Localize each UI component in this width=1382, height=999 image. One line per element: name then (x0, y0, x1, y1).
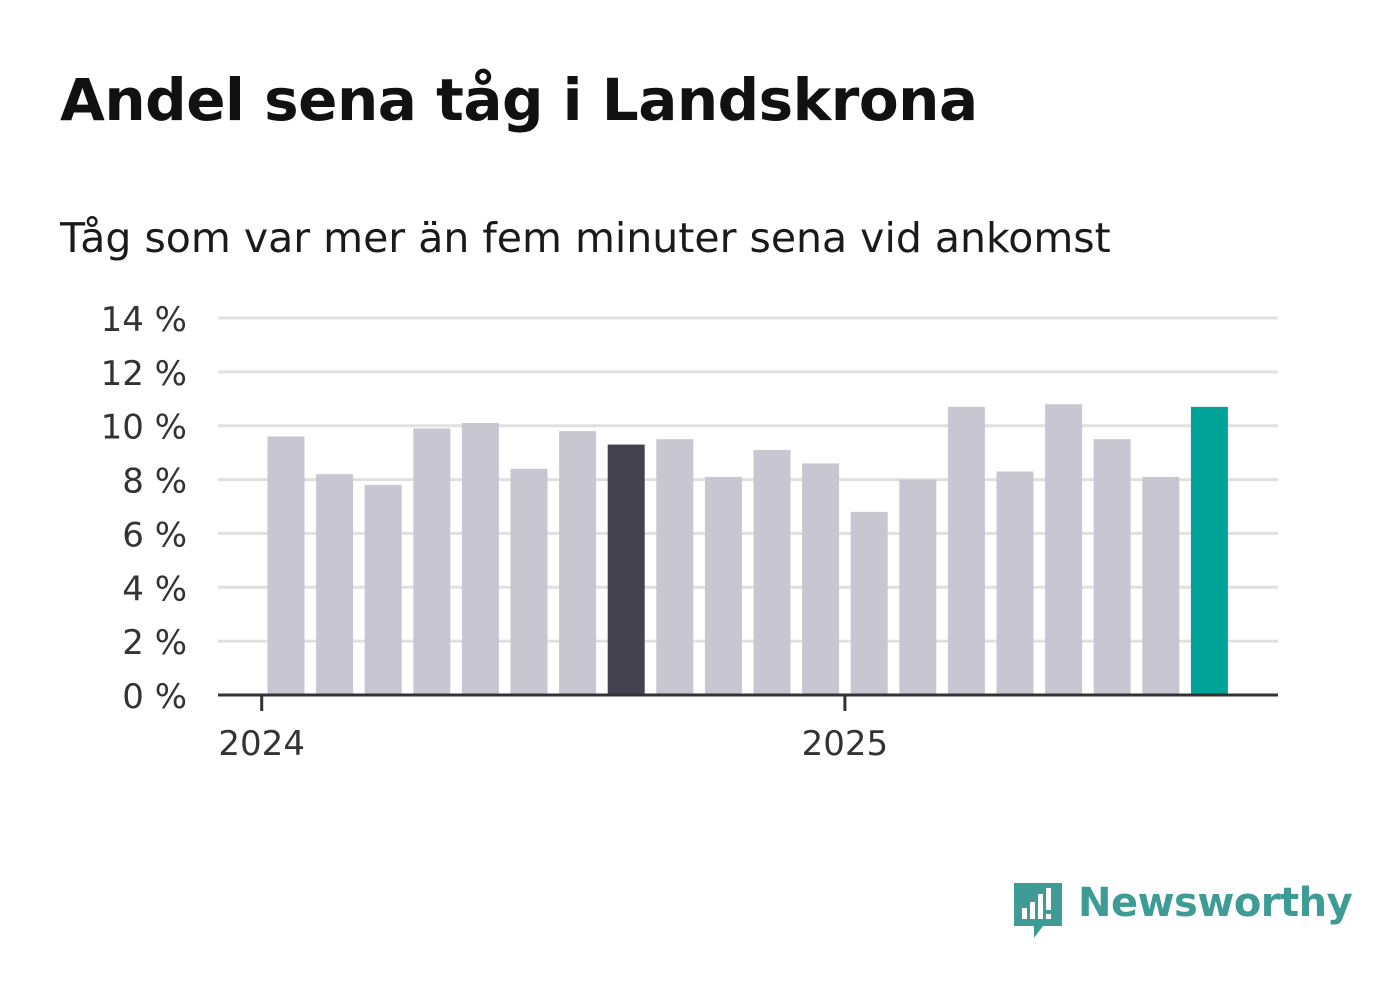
bars (267, 404, 1228, 695)
y-tick-label: 8 % (122, 462, 187, 502)
bar (1142, 476, 1180, 695)
axes: 0 % 2 % 4 % 6 % 8 % 10 % 12 % 14 % 2024 2025 (101, 300, 1278, 764)
y-tick-label: 12 % (101, 354, 187, 394)
y-tick-label: 14 % (101, 300, 187, 340)
x-tick-label: 2024 (218, 724, 305, 764)
chart-subtitle: Tåg som var mer än fem minuter sena vid … (60, 214, 1111, 262)
bar (753, 449, 791, 695)
bar-chart-speech-bubble-icon (1014, 883, 1062, 938)
bar (1093, 439, 1131, 695)
bar (1045, 404, 1083, 695)
bar (996, 471, 1034, 695)
bar (559, 431, 597, 695)
bar (607, 444, 645, 695)
y-tick-label: 10 % (101, 408, 187, 448)
bar (850, 511, 888, 695)
newsworthy-logo: Newsworthy (1010, 878, 1353, 942)
bar (802, 463, 840, 695)
bar (1190, 406, 1228, 695)
bar (656, 439, 694, 695)
y-tick-label: 0 % (122, 677, 187, 717)
bar (316, 474, 354, 695)
brand-name: Newsworthy (1078, 880, 1353, 926)
bar (510, 468, 548, 695)
y-tick-label: 6 % (122, 515, 187, 555)
y-tick-label: 4 % (122, 569, 187, 609)
x-tick-label: 2025 (802, 724, 889, 764)
bar (947, 406, 985, 695)
chart-title: Andel sena tåg i Landskrona (60, 66, 978, 134)
bar (461, 423, 499, 695)
bar (704, 476, 742, 695)
y-tick-label: 2 % (122, 623, 187, 663)
bar (899, 479, 937, 695)
bar (413, 428, 451, 695)
bar (364, 484, 402, 695)
bar (267, 436, 305, 695)
